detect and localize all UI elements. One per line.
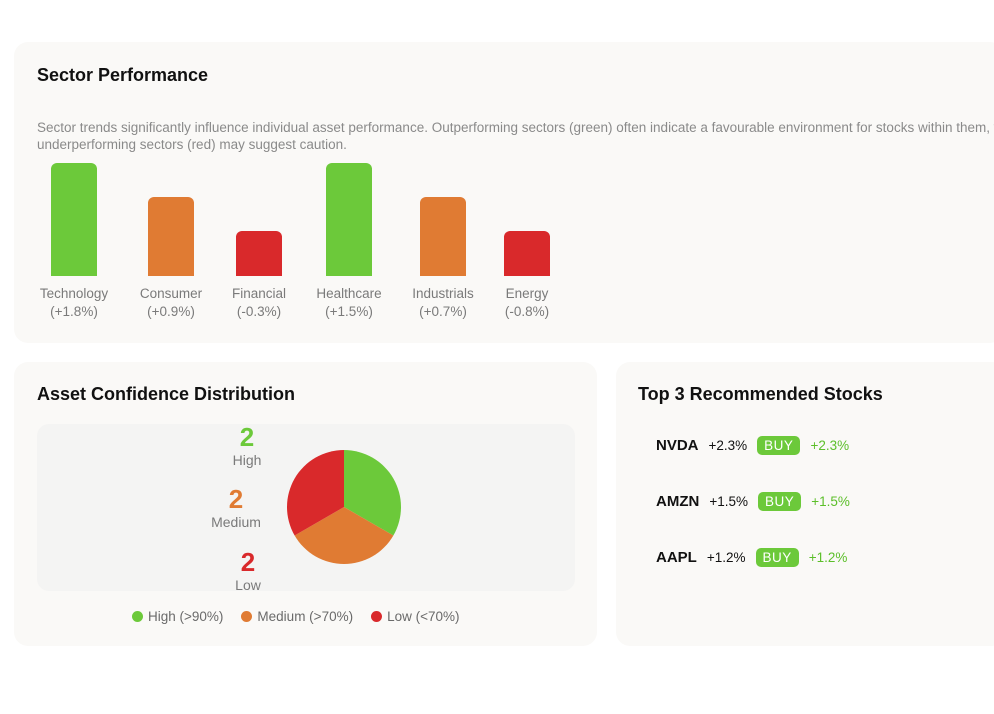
stock-row-aapl[interactable]: AAPL +1.2% BUY +1.2%: [656, 548, 847, 567]
confidence-low-count: 2: [240, 547, 256, 577]
asset-confidence-card: Asset Confidence Distribution 2 High 2 M…: [14, 362, 597, 646]
sector-bar-industrials[interactable]: [420, 197, 466, 276]
confidence-low: 2 Low: [203, 548, 293, 594]
confidence-medium-count: 2: [228, 484, 244, 514]
legend-dot-medium: [241, 611, 253, 622]
stock-change-green: +1.5%: [811, 494, 850, 509]
stock-change: +1.5%: [709, 494, 748, 509]
sector-bar-financial[interactable]: [236, 231, 282, 276]
stock-change-green: +1.2%: [808, 550, 848, 565]
sector-label-consumer: Consumer (+0.9%): [139, 286, 203, 319]
legend-label-medium: Medium (>70%): [257, 609, 354, 624]
buy-badge[interactable]: BUY: [755, 548, 799, 567]
sector-performance-card: Sector Performance Sector trends signifi…: [14, 42, 994, 343]
legend-label-high: High (>90%): [148, 609, 224, 624]
sector-label-healthcare: Healthcare (+1.5%): [316, 286, 382, 319]
top-stocks-title: Top 3 Recommended Stocks: [638, 384, 883, 404]
confidence-medium: 2 Medium: [191, 485, 281, 531]
pie-slice-medium[interactable]: [294, 507, 394, 564]
top-stocks-card: Top 3 Recommended Stocks NVDA +2.3% BUY …: [616, 362, 994, 646]
legend-dot-low: [371, 611, 383, 622]
stock-ticker: AMZN: [656, 493, 700, 510]
buy-badge[interactable]: BUY: [757, 492, 802, 511]
buy-badge[interactable]: BUY: [757, 436, 801, 455]
confidence-high: 2 High: [202, 423, 292, 469]
sector-bar-healthcare[interactable]: [326, 163, 372, 276]
sector-bar-energy[interactable]: [504, 231, 550, 276]
legend-item-low: Low (<70%): [371, 609, 460, 624]
confidence-medium-label: Medium: [211, 514, 261, 530]
sector-bar-consumer[interactable]: [148, 197, 194, 276]
pie-slice-high[interactable]: [344, 450, 401, 536]
sector-performance-title: Sector Performance: [37, 65, 209, 85]
sector-label-energy: Energy (-0.8%): [504, 286, 550, 319]
confidence-high-label: High: [232, 452, 262, 468]
sector-performance-description: Sector trends significantly influence in…: [37, 120, 994, 152]
legend-label-low: Low (<70%): [387, 609, 460, 624]
legend-item-high: High (>90%): [132, 609, 223, 624]
stock-change: +2.3%: [708, 438, 748, 453]
confidence-low-label: Low: [235, 577, 261, 593]
stock-change: +1.2%: [706, 550, 746, 565]
sector-bar-chart: Technology (+1.8%) Consumer (+0.9%) Fina…: [29, 42, 629, 342]
sector-label-technology: Technology (+1.8%): [39, 286, 109, 319]
sector-label-financial: Financial (-0.3%): [231, 286, 287, 319]
pie-slice-low[interactable]: [287, 450, 344, 536]
confidence-legend: High (>90%) Medium (>70%) Low (<70%): [132, 609, 460, 624]
stock-row-amzn[interactable]: AMZN +1.5% BUY +1.5%: [656, 492, 850, 511]
stock-ticker: NVDA: [656, 437, 699, 454]
legend-dot-high: [132, 611, 143, 622]
sector-label-industrials: Industrials (+0.7%): [412, 286, 474, 319]
stock-ticker: AAPL: [656, 549, 697, 566]
confidence-high-count: 2: [239, 422, 255, 452]
confidence-pie-chart: [287, 450, 401, 564]
legend-item-medium: Medium (>70%): [241, 609, 353, 624]
stock-change-green: +2.3%: [810, 438, 850, 453]
sector-bar-technology[interactable]: [51, 163, 97, 276]
asset-confidence-title: Asset Confidence Distribution: [37, 384, 296, 404]
stock-row-nvda[interactable]: NVDA +2.3% BUY +2.3%: [656, 436, 849, 455]
